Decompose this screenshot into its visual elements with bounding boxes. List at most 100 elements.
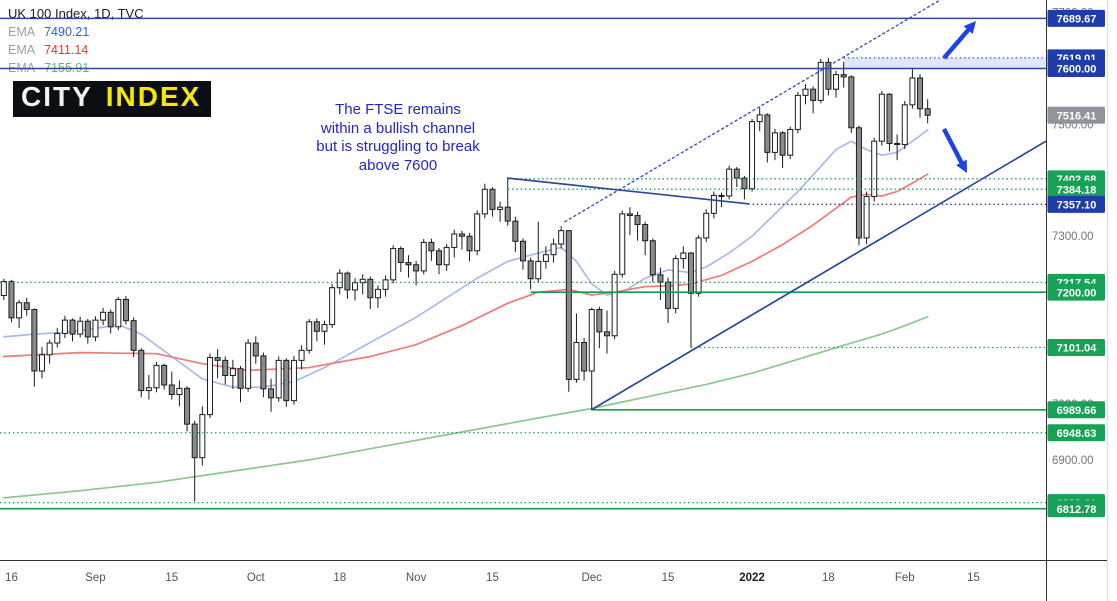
candle (451, 233, 458, 248)
trendline-3[interactable] (506, 177, 750, 205)
candle (527, 260, 534, 280)
candle (657, 274, 664, 283)
candle (138, 349, 145, 392)
ema-legend-row-2[interactable]: EMA 7411.14 (8, 43, 144, 57)
candle (542, 254, 549, 262)
candle (428, 241, 435, 252)
candle (611, 273, 618, 337)
time-tick-Feb: Feb (895, 572, 915, 584)
candle (352, 282, 359, 291)
price-label-text: 7600.00 (1057, 64, 1097, 76)
candle (466, 235, 473, 252)
arrow-down-icon[interactable] (942, 127, 965, 167)
ema-value: 7490.21 (44, 25, 90, 39)
candle (161, 364, 168, 386)
candle (153, 364, 160, 389)
candle (550, 243, 557, 256)
candle (290, 359, 297, 402)
annotation-line: above 7600 (358, 156, 438, 174)
resistance-band[interactable] (843, 57, 1046, 69)
candle (145, 387, 152, 392)
candle (458, 233, 465, 237)
price-label-text: 6948.63 (1057, 428, 1097, 440)
ema-line-2 (2, 173, 929, 372)
annotation-line: The FTSE remains (335, 101, 461, 118)
candle (374, 288, 381, 299)
ema-legend-row-1[interactable]: EMA 7490.21 (8, 25, 144, 39)
price-label-text: 7689.67 (1057, 14, 1097, 26)
arrow-head (956, 159, 967, 173)
price-label-box-7384.18: 7384.18 (1047, 180, 1105, 198)
time-tick-15: 15 (662, 572, 675, 584)
candle (504, 206, 511, 222)
trendline-1[interactable] (590, 140, 1046, 411)
candle (840, 74, 847, 78)
candle (535, 260, 542, 280)
candle (848, 76, 855, 129)
candle (122, 298, 129, 322)
time-tick-2022: 2022 (739, 572, 765, 584)
time-axis[interactable]: 16 Sep 15 Oct 18 Nov 15 Dec 15 2022 18 Feb 15 (5, 572, 980, 584)
candle (565, 230, 572, 380)
time-tick-Dec: Dec (581, 572, 602, 584)
candle (733, 168, 740, 179)
price-label-text: 6989.66 (1057, 405, 1097, 417)
candle (23, 302, 30, 310)
price-label-text: 7619.01 (1057, 53, 1097, 65)
candle (443, 246, 450, 266)
chart-annotation-text[interactable]: The FTSE remains within a bullish channe… (282, 101, 514, 175)
candle (420, 241, 427, 272)
candle (924, 108, 931, 116)
candle (634, 215, 641, 226)
candle (741, 177, 748, 190)
time-tick-Oct: Oct (247, 572, 266, 584)
candle (8, 281, 15, 319)
candle (100, 311, 107, 321)
candle (184, 387, 191, 425)
logo-index-text: INDEX (105, 81, 202, 112)
candle (382, 279, 389, 290)
price-label-box-6812.78: 6812.78 (1047, 500, 1105, 518)
candle (642, 224, 649, 242)
ema-label: EMA (8, 43, 36, 57)
candle (69, 319, 76, 335)
candle (794, 94, 801, 130)
candle (894, 142, 901, 146)
time-tick-18: 18 (333, 572, 346, 584)
ema-value: 7411.14 (44, 43, 89, 57)
time-tick-Nov: Nov (406, 572, 427, 584)
candle (596, 308, 603, 333)
candle (749, 121, 756, 190)
candle (214, 357, 221, 361)
candle (787, 128, 794, 156)
candle (901, 104, 908, 146)
chart-plot-area[interactable] (0, 0, 1046, 510)
candle (16, 302, 23, 319)
candle (390, 248, 397, 281)
candle (46, 342, 53, 356)
candle (0, 281, 7, 297)
candle (245, 342, 252, 389)
arrow-up-icon[interactable] (942, 26, 972, 60)
time-tick-15: 15 (486, 572, 499, 584)
symbol-title[interactable]: UK 100 Index, 1D, TVC (8, 6, 144, 21)
candle (558, 230, 565, 245)
price-label-text: 6812.78 (1057, 504, 1097, 516)
candle (512, 220, 519, 242)
candle (573, 341, 580, 380)
candle (313, 321, 320, 332)
candle (863, 196, 870, 239)
price-label-box-7516.41: 7516.41 (1047, 106, 1105, 124)
candle (833, 74, 840, 90)
price-axis[interactable]: 7700.007500.007300.007000.006900.007689.… (1047, 8, 1106, 518)
candle (520, 240, 526, 262)
candle (886, 93, 893, 144)
candle (855, 127, 862, 239)
price-label-box-7357.10: 7357.10 (1047, 195, 1105, 213)
candle (695, 237, 702, 294)
candle (222, 359, 229, 376)
candle (474, 213, 481, 252)
trendline-2[interactable] (564, 0, 951, 223)
candle (436, 250, 443, 266)
